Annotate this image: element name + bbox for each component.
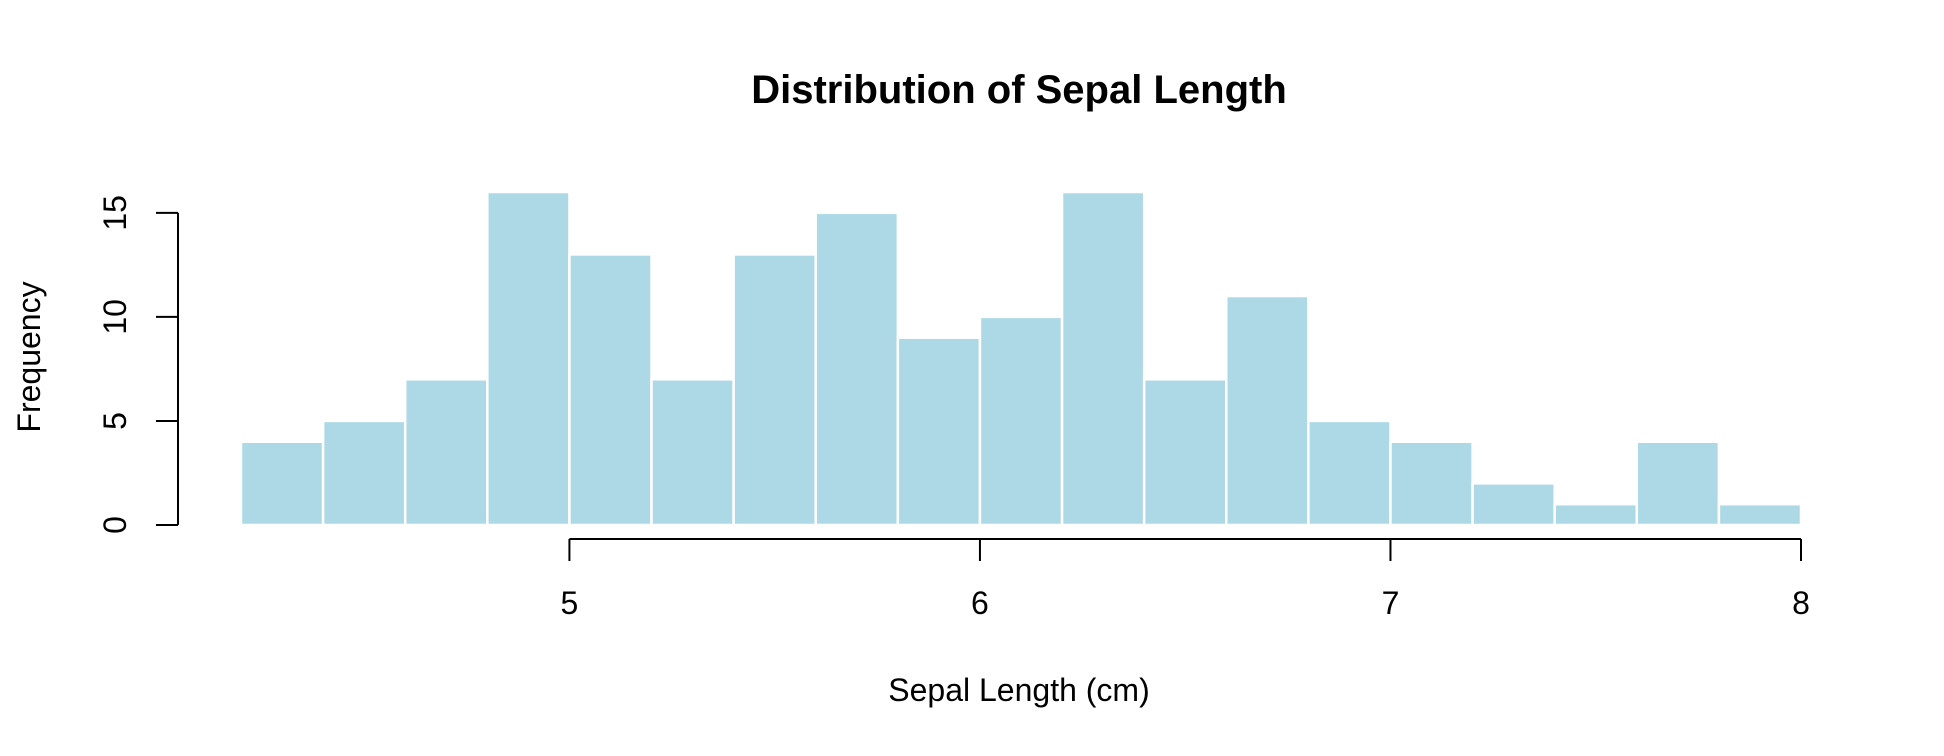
y-tick-label: 10 bbox=[97, 299, 133, 335]
histogram-bar bbox=[239, 440, 325, 527]
histogram-bar bbox=[732, 253, 817, 527]
histogram-bar bbox=[1225, 294, 1310, 527]
x-tick-label: 7 bbox=[1382, 585, 1400, 621]
histogram-bar bbox=[1389, 440, 1474, 527]
y-axis: 0 5 10 15 bbox=[97, 195, 179, 534]
y-tick-label: 15 bbox=[97, 195, 133, 231]
histogram-bar bbox=[1307, 419, 1392, 527]
histogram-bar bbox=[1142, 378, 1228, 527]
histogram-bar bbox=[650, 378, 735, 527]
histogram-bar bbox=[321, 419, 407, 527]
x-tick-label: 5 bbox=[561, 585, 579, 621]
y-tick-label: 5 bbox=[97, 412, 133, 430]
y-tick-label: 0 bbox=[97, 516, 133, 534]
histogram-bar bbox=[403, 378, 489, 527]
histogram-bar bbox=[896, 336, 982, 527]
chart-title: Distribution of Sepal Length bbox=[751, 68, 1287, 112]
y-axis-label: Frequency bbox=[11, 281, 47, 432]
histogram-bar bbox=[1471, 482, 1556, 527]
bars-group bbox=[239, 190, 1803, 527]
x-tick-label: 6 bbox=[971, 585, 989, 621]
histogram-bar bbox=[814, 211, 900, 527]
x-axis-label: Sepal Length (cm) bbox=[888, 672, 1149, 708]
x-tick-label: 8 bbox=[1792, 585, 1810, 621]
histogram-bar bbox=[1717, 502, 1803, 527]
histogram-bar bbox=[486, 190, 571, 527]
histogram-bar bbox=[1060, 190, 1146, 527]
histogram-bar bbox=[1553, 502, 1639, 527]
histogram-bar bbox=[978, 315, 1064, 527]
histogram-bar bbox=[568, 253, 653, 527]
x-axis: 5 6 7 8 bbox=[561, 538, 1810, 621]
histogram-bar bbox=[1635, 440, 1721, 527]
